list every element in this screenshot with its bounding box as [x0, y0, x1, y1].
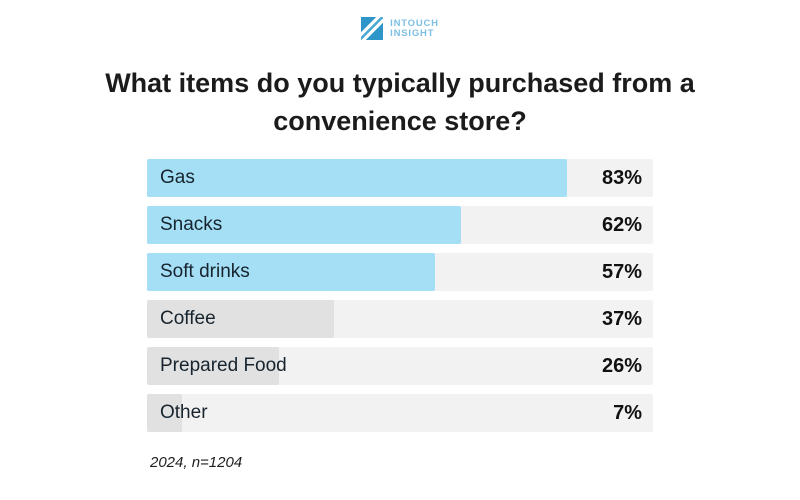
- chart-title-line-1: What items do you typically purchased fr…: [105, 68, 695, 98]
- bar-fill: [147, 394, 183, 432]
- bar-value-label: 62%: [601, 213, 642, 236]
- bar-category-label: Snacks: [160, 214, 223, 235]
- bar-value-label: 83%: [601, 166, 642, 189]
- footnote: 2024, n=1204: [150, 454, 243, 471]
- bar-row: Coffee 37%: [147, 300, 653, 338]
- bar-row: Gas 83%: [147, 159, 653, 197]
- bar-value-label: 7%: [613, 401, 642, 424]
- bar-row: Soft drinks 57%: [147, 253, 653, 291]
- bar-category-label: Soft drinks: [160, 261, 250, 282]
- bar-category-label: Coffee: [160, 308, 216, 329]
- logo-wordmark: INTOUCH INSIGHT: [390, 17, 439, 39]
- logo-line-1: INTOUCH: [390, 17, 439, 29]
- bar-row: Other 7%: [147, 394, 653, 432]
- bar-fill: [147, 159, 567, 197]
- bar-fill: [147, 347, 279, 385]
- bar-category-label: Other: [160, 402, 208, 423]
- bar-value-label: 57%: [601, 260, 642, 283]
- bar-chart: Gas 83% Snacks 62% Soft drinks 57% Coffee 37% Pr…: [147, 159, 653, 432]
- logo-line-2: INSIGHT: [390, 27, 435, 39]
- bar-fill: [147, 206, 461, 244]
- bar-row: Prepared Food 26%: [147, 347, 653, 385]
- bar-category-label: Prepared Food: [160, 355, 287, 376]
- chart-title: What items do you typically purchased fr…: [60, 64, 740, 140]
- bar-category-label: Gas: [160, 167, 195, 188]
- bar-row: Snacks 62%: [147, 206, 653, 244]
- bar-value-label: 37%: [601, 307, 642, 330]
- intouch-insight-logo-icon: [361, 17, 384, 40]
- bar-value-label: 26%: [601, 354, 642, 377]
- bar-fill: [147, 300, 335, 338]
- intouch-insight-logo: INTOUCH INSIGHT: [0, 17, 800, 40]
- chart-title-line-2: convenience store?: [273, 106, 527, 136]
- bar-fill: [147, 253, 436, 291]
